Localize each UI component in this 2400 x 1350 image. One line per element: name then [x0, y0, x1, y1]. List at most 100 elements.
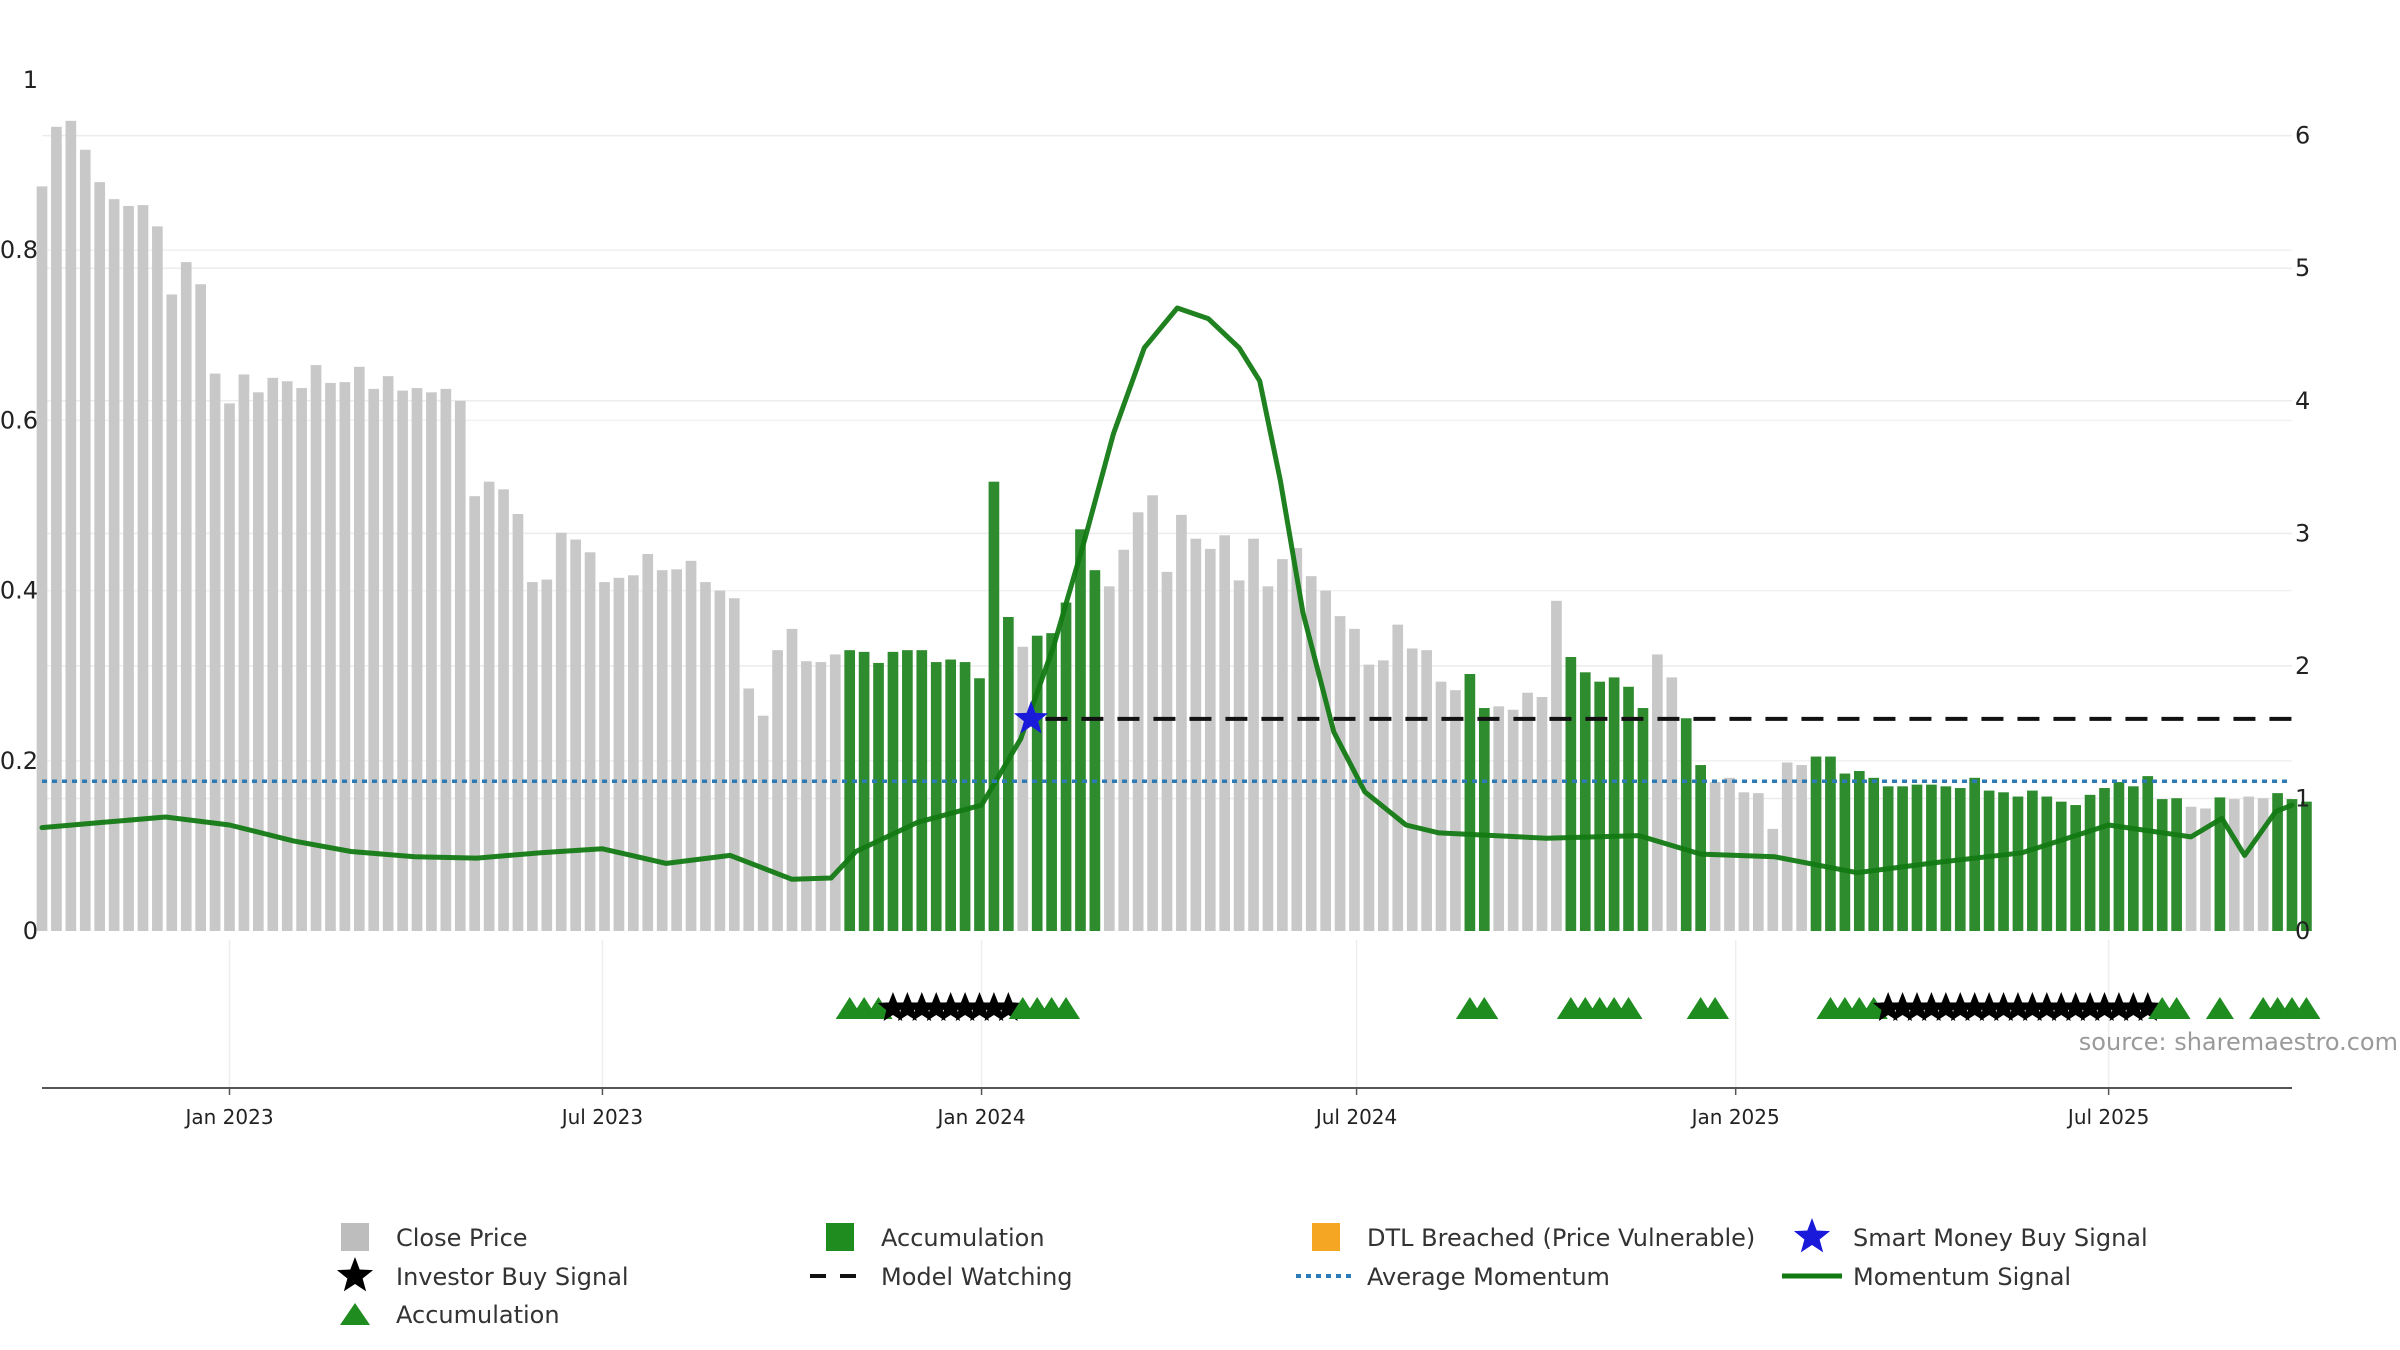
bar-108 [1594, 681, 1606, 931]
bar-146 [2142, 776, 2154, 931]
bar-82 [1219, 535, 1231, 931]
accumulation-triangle-110 [1614, 997, 1643, 1019]
bar-111 [1637, 708, 1649, 931]
bar-38 [584, 552, 596, 931]
bar-126 [1853, 771, 1865, 931]
legend-item-5: Model Watching [810, 1263, 1073, 1291]
bar-21 [339, 382, 351, 931]
legend-item-8: Accumulation [340, 1301, 560, 1329]
bar-121 [1781, 762, 1793, 931]
bar-35 [541, 579, 553, 931]
bar-140 [2055, 801, 2067, 931]
bar-137 [2012, 796, 2024, 931]
bar-34 [527, 582, 538, 931]
bar-97 [1435, 681, 1447, 931]
bar-80 [1190, 538, 1202, 931]
momentum-signal-line [39, 305, 2295, 882]
bar-83 [1233, 580, 1245, 931]
bar-135 [1983, 790, 1995, 931]
investor-buy-star-61 [906, 992, 938, 1021]
bar-131 [1926, 784, 1937, 931]
bar-143 [2099, 788, 2110, 931]
right-y-tick-0: 0 [2295, 917, 2310, 945]
bar-110 [1623, 686, 1634, 931]
bar-4 [94, 182, 106, 931]
investor-buy-star-62 [921, 992, 952, 1021]
bar-88 [1305, 576, 1317, 931]
legend-label-6: Average Momentum [1367, 1263, 1610, 1291]
bar-77 [1147, 495, 1158, 931]
bar-37 [570, 539, 581, 931]
bar-5 [108, 199, 120, 931]
legend-item-4: Investor Buy Signal [336, 1257, 629, 1292]
bar-63 [945, 659, 956, 931]
bar-1 [51, 126, 62, 931]
bar-24 [382, 376, 394, 931]
right-y-tick-6: 6 [2295, 122, 2310, 150]
bar-23 [368, 388, 380, 931]
accumulation-triangle-116 [1701, 997, 1730, 1019]
legend-item-0: Close Price [341, 1223, 528, 1252]
x-tick-label-0: Jan 2023 [183, 1105, 273, 1129]
left-y-tick-3: 0.6 [0, 406, 38, 434]
investor-buy-star-132 [1930, 992, 1962, 1021]
bar-10 [180, 262, 192, 931]
bar-67 [1003, 616, 1014, 931]
investor-buy-star-60 [892, 992, 923, 1021]
bar-16 [267, 377, 279, 932]
x-tick-label-3: Jul 2024 [1314, 1105, 1397, 1129]
investor-buy-star-146 [2132, 992, 2163, 1021]
bar-36 [555, 532, 567, 931]
bar-48 [728, 598, 740, 931]
right-y-tick-4: 4 [2295, 387, 2310, 415]
bar-98 [1450, 690, 1461, 931]
investor-buy-star-135 [1973, 992, 2005, 1021]
bar-44 [671, 569, 682, 931]
bar-107 [1579, 672, 1591, 931]
bar-52 [786, 628, 798, 931]
bar-138 [2027, 790, 2038, 931]
bar-99 [1464, 674, 1476, 931]
investor-buy-star-137 [2002, 992, 2034, 1021]
bar-60 [902, 650, 913, 931]
bar-101 [1493, 706, 1505, 931]
x-tick-label-2: Jan 2024 [936, 1105, 1026, 1129]
bar-78 [1161, 571, 1173, 931]
bar-112 [1652, 654, 1663, 931]
bar-90 [1334, 616, 1346, 931]
bar-47 [714, 590, 726, 931]
lines [39, 305, 2295, 882]
bar-129 [1897, 786, 1908, 931]
investor-buy-star-67 [993, 992, 1024, 1021]
investor-buy-star-130 [1901, 992, 1933, 1021]
bar-148 [2171, 798, 2182, 931]
bar-59 [887, 651, 899, 931]
bar-87 [1291, 548, 1303, 931]
bar-95 [1406, 648, 1418, 931]
legend-label-7: Momentum Signal [1853, 1263, 2071, 1291]
investor-buy-star-134 [1959, 992, 1990, 1021]
bar-118 [1738, 792, 1750, 931]
bar-115 [1695, 765, 1706, 931]
investor-buy-star-143 [2089, 992, 2120, 1021]
legend-label-5: Model Watching [881, 1263, 1073, 1291]
bar-84 [1248, 538, 1259, 931]
legend-symbol-0 [341, 1223, 369, 1251]
bar-31 [483, 481, 495, 931]
bar-103 [1522, 692, 1533, 931]
bar-154 [2257, 798, 2269, 931]
bar-69 [1031, 635, 1043, 931]
legend-symbol-1 [826, 1223, 854, 1251]
signal-row [835, 992, 2321, 1021]
bar-51 [772, 650, 783, 931]
left-y-tick-5: 1 [23, 66, 38, 94]
bar-70 [1046, 633, 1057, 931]
bar-0 [36, 186, 48, 932]
bar-46 [700, 582, 711, 931]
legend-label-3: Smart Money Buy Signal [1853, 1224, 2148, 1252]
investor-buy-star-128 [1872, 992, 1904, 1021]
investor-buy-star-141 [2060, 992, 2091, 1021]
bar-134 [1969, 777, 1981, 931]
bar-18 [296, 388, 307, 931]
bar-55 [829, 654, 841, 931]
